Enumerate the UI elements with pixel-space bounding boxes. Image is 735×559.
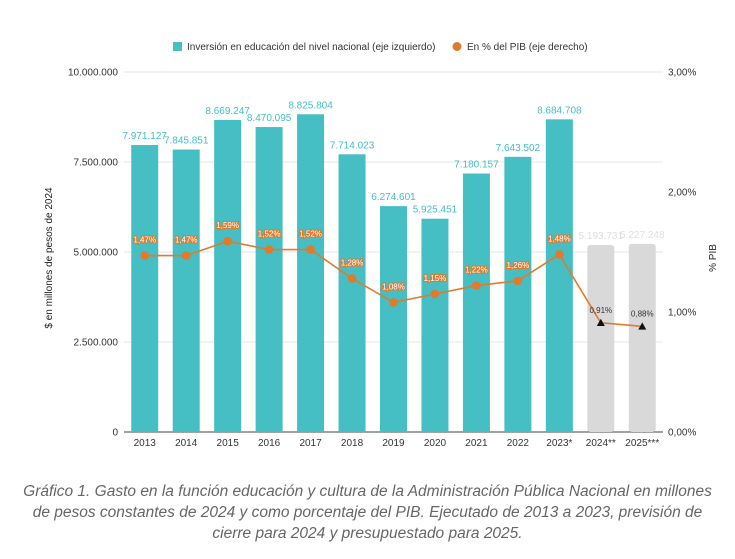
y-tick-label: 2.500.000 <box>74 338 119 349</box>
pib-point <box>430 289 440 299</box>
bar-value-label: 8.825.804 <box>288 100 333 111</box>
legend-label-pib: En % del PIB (eje derecho) <box>467 42 588 53</box>
x-tick-label: 2017 <box>299 438 322 449</box>
pib-value-label: 0,91% <box>589 306 612 315</box>
pib-value-label: 1,52% <box>299 230 322 239</box>
pib-line: 1,47% 1,47% 1,59% 1,52% 1,52% 1,28% 1,08% 1,15%… <box>132 220 654 330</box>
bar <box>131 145 159 432</box>
bar <box>421 218 449 432</box>
y-tick-label: 5.000.000 <box>74 248 119 259</box>
pib-point <box>472 281 481 290</box>
bar-value-label: 7.971.127 <box>122 131 167 142</box>
y2-axis-title: % PIB <box>708 244 719 272</box>
x-tick-label: 2018 <box>341 438 364 449</box>
bar <box>462 173 490 432</box>
y-tick-label: 7.500.000 <box>74 158 119 169</box>
pib-value-label: 1,08% <box>382 282 405 291</box>
pib-point <box>347 274 357 283</box>
legend-swatch-pib <box>452 42 462 51</box>
pib-value-label: 1,52% <box>258 230 281 239</box>
bar-value-label: 7.714.023 <box>330 140 375 151</box>
y-axis-title: $ en millones de pesos de 2024 <box>44 187 55 329</box>
pib-value-label: 1,26% <box>507 261 530 270</box>
y-axis-left: 0 2.500.000 5.000.000 7.500.000 10.000.000 <box>68 68 119 439</box>
pib-value-label: 1,22% <box>465 266 488 275</box>
bar-projected <box>628 243 656 432</box>
pib-point <box>306 245 315 254</box>
x-tick-label: 2022 <box>507 438 530 449</box>
legend-swatch-investment <box>173 42 182 51</box>
pib-point <box>264 245 274 254</box>
x-tick-label: 2016 <box>258 438 281 449</box>
bar-value-label: 5.193.731 <box>579 231 624 242</box>
pib-value-label: 1,48% <box>548 234 571 243</box>
x-tick-label: 2023* <box>546 438 572 449</box>
bar <box>214 119 242 432</box>
x-tick-label: 2025*** <box>625 438 659 449</box>
pib-value-label: 1,59% <box>216 221 239 230</box>
figure-caption: Gráfico 1. Gasto en la función educación… <box>23 483 712 542</box>
bar <box>545 119 573 432</box>
pib-value-label: 1,47% <box>175 236 198 245</box>
bar-value-label: 7.845.851 <box>164 136 209 147</box>
legend-label-investment: Inversión en educación del nivel naciona… <box>187 42 436 53</box>
y2-tick-label: 0,00% <box>668 428 696 439</box>
y-tick-label: 10.000.000 <box>68 68 118 79</box>
bar-value-label: 5.227.248 <box>620 230 665 241</box>
y2-tick-label: 1,00% <box>668 308 696 319</box>
pib-point <box>555 250 564 259</box>
bar <box>504 156 532 432</box>
x-tick-label: 2020 <box>424 438 447 449</box>
bar-value-label: 6.274.601 <box>371 192 416 203</box>
x-axis: 2013 2014 2015 2016 2017 2018 2019 2020 2021 2022… <box>134 438 660 449</box>
bar <box>172 149 200 432</box>
y-tick-label: 0 <box>112 428 118 439</box>
bar-projected <box>587 245 615 432</box>
bar <box>338 154 366 432</box>
x-tick-label: 2024** <box>586 438 616 449</box>
pib-point-projected <box>596 318 605 326</box>
x-tick-label: 2021 <box>465 438 488 449</box>
bar-value-label: 5.925.451 <box>413 205 458 216</box>
chart: Inversión en educación del nivel naciona… <box>44 42 719 449</box>
y2-tick-label: 3,00% <box>668 68 696 79</box>
bar-value-label: 8.669.247 <box>205 106 250 117</box>
pib-value-label: 1,47% <box>133 236 156 245</box>
pib-point <box>223 236 232 246</box>
bar-value-label: 7.643.502 <box>496 143 541 154</box>
pib-point <box>140 251 150 260</box>
pib-point <box>513 276 523 286</box>
pib-value-label: 0,88% <box>631 309 654 318</box>
bar-value-label: 8.470.095 <box>247 113 292 124</box>
x-tick-label: 2014 <box>175 438 198 449</box>
x-tick-label: 2019 <box>382 438 405 449</box>
bar <box>297 114 325 432</box>
pib-point <box>181 251 191 260</box>
y2-tick-label: 2,00% <box>668 188 696 199</box>
pib-value-label: 1,15% <box>424 274 447 283</box>
bar <box>255 127 283 433</box>
y-axis-right: 0,00% 1,00% 2,00% 3,00% <box>668 68 696 439</box>
bar-value-label: 8.684.708 <box>537 105 582 116</box>
pib-point-projected <box>638 322 647 330</box>
bar-value-label: 7.180.157 <box>454 160 499 171</box>
pib-value-label: 1,28% <box>341 258 364 267</box>
bar <box>380 206 407 432</box>
x-tick-label: 2015 <box>217 438 240 449</box>
pib-point <box>389 298 398 307</box>
x-tick-label: 2013 <box>134 438 157 449</box>
bars <box>131 114 656 433</box>
legend: Inversión en educación del nivel naciona… <box>173 42 588 53</box>
